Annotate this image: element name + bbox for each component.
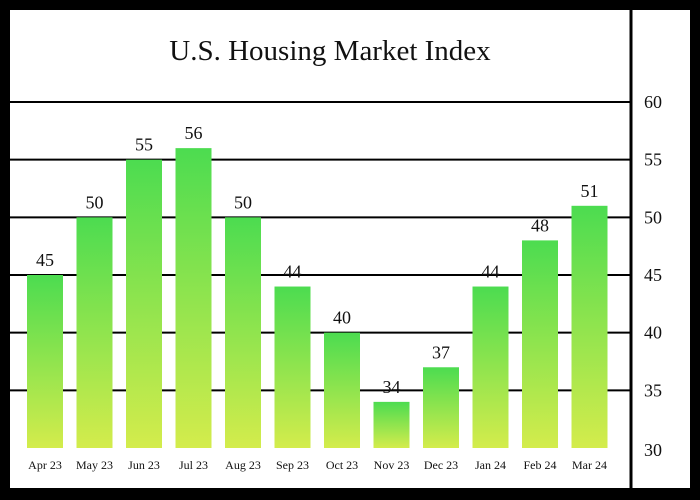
value-label: 55 bbox=[135, 135, 153, 155]
category-label: May 23 bbox=[76, 458, 113, 472]
category-label: Dec 23 bbox=[424, 458, 458, 472]
y-tick-label: 30 bbox=[644, 440, 662, 460]
y-tick-label: 35 bbox=[644, 380, 662, 400]
y-tick-label: 60 bbox=[644, 92, 662, 112]
value-label: 50 bbox=[86, 192, 104, 212]
value-label: 34 bbox=[383, 377, 401, 397]
category-label: Jun 23 bbox=[128, 458, 160, 472]
category-label: Feb 24 bbox=[524, 458, 557, 472]
category-label: Sep 23 bbox=[276, 458, 309, 472]
value-label: 37 bbox=[432, 342, 450, 362]
value-label: 44 bbox=[284, 262, 302, 282]
bar-mar-24 bbox=[571, 205, 608, 448]
bar-may-23 bbox=[76, 217, 113, 448]
value-labels: 45 50 55 56 50 44 40 34 37 44 48 51 bbox=[36, 123, 599, 397]
bar-nov-23 bbox=[373, 401, 410, 448]
y-tick-label: 50 bbox=[644, 207, 662, 227]
value-label: 51 bbox=[581, 181, 599, 201]
y-tick-label: 45 bbox=[644, 265, 662, 285]
bars bbox=[27, 148, 608, 448]
category-label: Apr 23 bbox=[28, 458, 62, 472]
chart-card: U.S. Housing Market Index 45 50 55 56 50 44 40… bbox=[10, 10, 690, 488]
value-label: 56 bbox=[185, 123, 203, 143]
chart-title: U.S. Housing Market Index bbox=[169, 35, 491, 67]
category-label: Jan 24 bbox=[475, 458, 506, 472]
bar-feb-24 bbox=[522, 240, 558, 448]
y-tick-label: 40 bbox=[644, 323, 662, 343]
bar-jun-23 bbox=[126, 159, 162, 448]
value-label: 44 bbox=[482, 262, 500, 282]
bar-apr-23 bbox=[27, 275, 63, 448]
value-label: 45 bbox=[36, 250, 54, 270]
value-label: 40 bbox=[333, 308, 351, 328]
value-label: 50 bbox=[234, 192, 252, 212]
category-label: Mar 24 bbox=[572, 458, 607, 472]
category-label: Aug 23 bbox=[225, 458, 261, 472]
category-label: Jul 23 bbox=[179, 458, 208, 472]
bar-oct-23 bbox=[324, 332, 360, 448]
bar-jul-23 bbox=[175, 148, 212, 448]
bar-aug-23 bbox=[225, 217, 261, 448]
y-tick-label: 55 bbox=[644, 150, 662, 170]
category-label: Oct 23 bbox=[326, 458, 358, 472]
bar-dec-23 bbox=[423, 367, 459, 448]
category-label: Nov 23 bbox=[374, 458, 410, 472]
bar-jan-24 bbox=[472, 286, 509, 448]
category-labels: Apr 23 May 23 Jun 23 Jul 23 Aug 23 Sep 23 Oct … bbox=[28, 458, 607, 472]
bar-sep-23 bbox=[274, 286, 311, 448]
y-axis-ticks: 30 35 40 45 50 55 60 bbox=[644, 92, 662, 460]
chart-svg: U.S. Housing Market Index 45 50 55 56 50 44 40… bbox=[10, 10, 662, 488]
value-label: 48 bbox=[531, 215, 549, 235]
